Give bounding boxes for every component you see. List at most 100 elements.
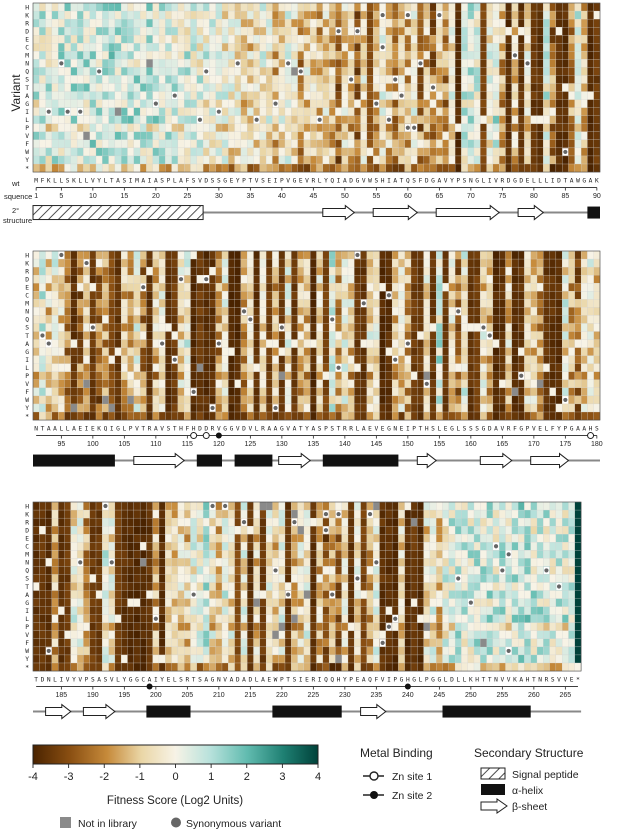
heatmap-cell [587, 99, 594, 108]
heatmap-cell [39, 566, 46, 575]
heatmap-cell [221, 323, 229, 332]
heatmap-cell [45, 501, 53, 511]
heatmap-cell [385, 123, 393, 132]
heatmap-cell [139, 542, 147, 551]
heatmap-cell [568, 307, 575, 316]
wt-residue: G [387, 426, 391, 433]
wt-residue: L [532, 178, 536, 185]
heatmap-cell [278, 10, 286, 20]
heatmap-cell [360, 2, 368, 12]
heatmap-cell [549, 147, 557, 157]
heatmap-cell [146, 347, 153, 356]
heatmap-cell [524, 27, 531, 36]
heatmap-cell [385, 355, 393, 364]
heatmap-cell [177, 10, 185, 20]
heatmap-cell [247, 323, 254, 332]
heatmap-cell [593, 331, 601, 340]
heatmap-cell [284, 147, 292, 157]
heatmap-cell [404, 371, 412, 380]
heatmap-cell [247, 395, 254, 405]
heatmap-cell [102, 51, 109, 60]
heatmap-cell [562, 59, 569, 68]
heatmap-cell [102, 27, 109, 36]
heatmap-cell [215, 622, 223, 631]
heatmap-cell [121, 517, 128, 527]
heatmap-cell [45, 347, 53, 356]
variant-row-label-D: D [25, 527, 29, 534]
heatmap-cell [587, 266, 594, 276]
heatmap-cell [121, 347, 128, 356]
heatmap-cell [486, 18, 494, 28]
heatmap-cell [39, 662, 46, 672]
heatmap-cell [410, 107, 418, 116]
heatmap-cell [165, 646, 172, 656]
heatmap-cell [228, 411, 235, 421]
heatmap-cell [51, 630, 59, 640]
heatmap-cell [373, 299, 380, 308]
heatmap-cell [448, 379, 456, 389]
heatmap-cell [58, 115, 65, 124]
not-in-library-cell [114, 107, 122, 116]
heatmap-cell [505, 43, 512, 52]
heatmap-cell [310, 91, 317, 100]
heatmap-cell [310, 2, 317, 12]
heatmap-cell [398, 99, 405, 108]
heatmap-cell [102, 139, 109, 149]
heatmap-cell [555, 387, 563, 397]
heatmap-cell [58, 18, 65, 28]
heatmap-cell [328, 363, 336, 372]
wt-residue: A [154, 426, 158, 433]
heatmap-cell [517, 155, 525, 165]
heatmap-cell [436, 395, 443, 405]
heatmap-cell [310, 266, 317, 276]
heatmap-cell [83, 59, 90, 68]
heatmap-cell [543, 67, 550, 76]
heatmap-cell [486, 115, 494, 124]
heatmap-cell [473, 307, 481, 316]
heatmap-cell [536, 18, 544, 28]
heatmap-cell [234, 258, 242, 268]
heatmap-cell [530, 315, 538, 324]
heatmap-cell [574, 258, 582, 268]
heatmap-cell [152, 606, 160, 615]
heatmap-cell [373, 347, 380, 356]
synonymous-dot [78, 109, 83, 114]
heatmap-cell [555, 75, 563, 84]
heatmap-cell [184, 315, 191, 324]
heatmap-cell [291, 147, 298, 157]
heatmap-cell [240, 283, 248, 292]
heatmap-cell [51, 131, 59, 141]
heatmap-cell [379, 18, 386, 28]
heatmap-cell [366, 347, 374, 356]
heatmap-cell [347, 123, 355, 132]
heatmap-cell [316, 339, 323, 348]
heatmap-cell [524, 67, 531, 76]
heatmap-cell [76, 27, 84, 36]
heatmap-cell [39, 622, 46, 631]
variant-row-label-P: P [25, 125, 29, 132]
heatmap-cell [543, 139, 550, 149]
variant-axis-label: Variant [9, 74, 23, 112]
heatmap-cell [328, 147, 336, 157]
heatmap-cell [102, 291, 109, 300]
heatmap-cell [114, 638, 122, 648]
heatmap-cell [580, 299, 588, 308]
heatmap-cell [429, 291, 437, 300]
heatmap-cell [32, 654, 40, 664]
heatmap-cell [366, 107, 374, 116]
heatmap-cell [284, 291, 292, 300]
position-tick-label: 90 [593, 193, 601, 200]
heatmap-cell [177, 574, 185, 583]
heatmap-cell [32, 315, 40, 324]
heatmap-cell [341, 347, 349, 356]
heatmap-cell [429, 315, 437, 324]
alpha-helix [196, 454, 222, 467]
heatmap-cell [366, 115, 374, 124]
variant-row-label-A: A [25, 341, 29, 348]
heatmap-cell [108, 2, 116, 12]
heatmap-cell [89, 35, 97, 44]
heatmap-cell [354, 67, 361, 76]
heatmap-cell [410, 307, 418, 316]
heatmap-cell [152, 2, 160, 12]
heatmap-cell [379, 331, 386, 340]
